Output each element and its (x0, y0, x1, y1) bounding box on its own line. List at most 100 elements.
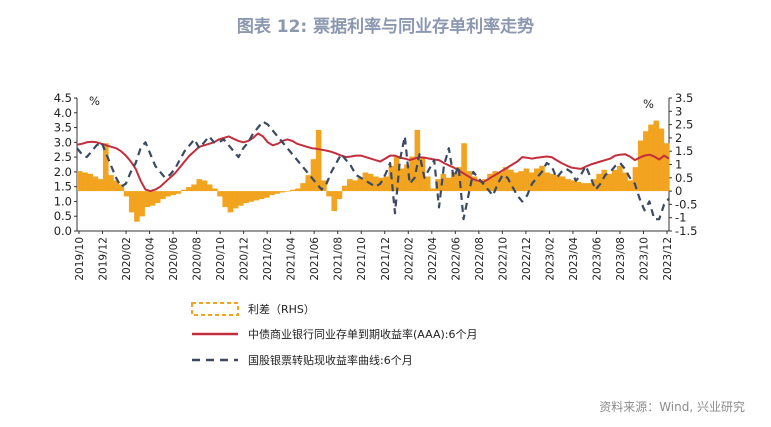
spread-bar (622, 172, 628, 192)
spread-bar (643, 131, 649, 192)
spread-bar (362, 172, 369, 192)
spread-bar (414, 129, 421, 192)
spread-bar (658, 128, 665, 192)
spread-bar (212, 188, 218, 192)
y-right-tick-label: 0.5 (675, 171, 693, 185)
spread-bar (648, 124, 654, 192)
spread-bar (533, 168, 540, 192)
spread-bar (456, 167, 462, 192)
y-left-tick-label: 3.0 (54, 135, 72, 149)
x-tick-label: 2022/04 (427, 237, 439, 281)
y-left-tick-label: 4.5 (54, 91, 72, 105)
x-tick-label: 2022/12 (521, 237, 533, 281)
spread-bar (341, 185, 348, 192)
x-tick-label: 2019/10 (74, 237, 86, 281)
spread-bar (393, 156, 400, 192)
spread-bar (258, 191, 265, 200)
spread-bar (544, 172, 550, 192)
spread-bar (253, 191, 260, 201)
spread-bar (352, 180, 358, 192)
x-tick-label: 2021/12 (380, 237, 392, 281)
spread-bar (554, 175, 561, 192)
spread-bar (269, 191, 275, 196)
spread-bar (632, 167, 639, 192)
spread-bar (118, 184, 125, 192)
spread-bar (82, 172, 88, 192)
spread-bar (450, 172, 457, 192)
spread-bar (154, 191, 161, 204)
spread-bar (180, 189, 187, 192)
spread-bar (596, 173, 602, 192)
x-tick-label: 2023/10 (638, 237, 650, 281)
x-tick-label: 2019/12 (98, 237, 110, 281)
y-right-tick-label: 2.5 (675, 118, 693, 132)
spread-bar (513, 172, 519, 192)
spread-bar (248, 191, 254, 202)
spread-bar (430, 188, 436, 192)
spread-bar (321, 180, 327, 192)
spread-bar (466, 171, 473, 192)
spread-bar (492, 171, 499, 192)
y-right-tick-label: -1 (675, 211, 686, 225)
x-tick-label: 2021/10 (356, 237, 368, 281)
spread-bar (97, 179, 104, 192)
spread-bar (528, 172, 535, 192)
legend-label: 利差（RHS） (248, 302, 315, 316)
spread-bar (108, 175, 114, 192)
spread-bar (523, 168, 530, 192)
spread-bar (243, 191, 249, 204)
x-tick-label: 2023/06 (591, 237, 603, 281)
y-right-tick-label: 0 (675, 184, 682, 198)
spread-bar (565, 179, 571, 192)
spread-bar (518, 171, 524, 192)
spread-bar (289, 189, 296, 192)
spread-bar (611, 169, 618, 192)
x-tick-label: 2022/08 (474, 237, 486, 281)
x-tick-label: 2023/08 (615, 237, 627, 281)
y-left-tick-label: 2.5 (54, 150, 72, 164)
y-left-tick-label: 0.0 (54, 224, 72, 238)
spread-bar (440, 173, 447, 192)
x-tick-label: 2020/04 (145, 237, 157, 281)
y-left-tick-label: 0.5 (54, 209, 72, 223)
spread-bar (497, 172, 504, 192)
y-left-tick-label: 4.0 (54, 106, 72, 120)
spread-bar (295, 188, 301, 192)
legend-label: 国股银票转贴现收益率曲线:6个月 (248, 353, 413, 367)
x-tick-label: 2020/02 (121, 237, 133, 281)
spread-bar (123, 191, 130, 197)
spread-bar (139, 191, 145, 217)
spread-bar (92, 176, 99, 192)
spread-bar (539, 165, 545, 192)
x-tick-label: 2022/10 (497, 237, 509, 281)
spread-bar (445, 177, 452, 192)
x-tick-label: 2021/06 (309, 237, 321, 281)
spread-bar (487, 173, 493, 192)
spread-bar (357, 177, 364, 192)
spread-bar (570, 180, 576, 192)
spread-bar (315, 129, 322, 192)
legend: 利差（RHS） 中债商业银行同业存单到期收益率(AAA):6个月国股银票转贴现收益… (191, 302, 477, 367)
y-left-tick-label: 1.0 (54, 194, 72, 208)
y-left-tick-label: 1.5 (54, 180, 72, 194)
spread-bar (102, 143, 109, 192)
spread-bar (549, 173, 556, 192)
spread-bar (471, 176, 478, 192)
spread-bar (279, 191, 286, 193)
spread-bar (170, 191, 177, 196)
y-right-unit: % (643, 97, 654, 111)
spread-bar (347, 179, 353, 192)
y-right-tick-label: 3.5 (675, 91, 693, 105)
x-tick-label: 2023/04 (568, 237, 580, 281)
spread-bar (653, 120, 660, 192)
spread-bar (502, 167, 509, 192)
spread-bar (232, 191, 239, 209)
y-right-tick-label: 1.5 (675, 144, 693, 158)
spread-bar (149, 191, 156, 206)
y-right-tick-label: 3 (675, 104, 682, 118)
x-tick-label: 2022/06 (450, 237, 462, 281)
spread-bar (601, 169, 608, 192)
spread-bar (160, 191, 166, 200)
x-tick-label: 2021/08 (333, 237, 345, 281)
